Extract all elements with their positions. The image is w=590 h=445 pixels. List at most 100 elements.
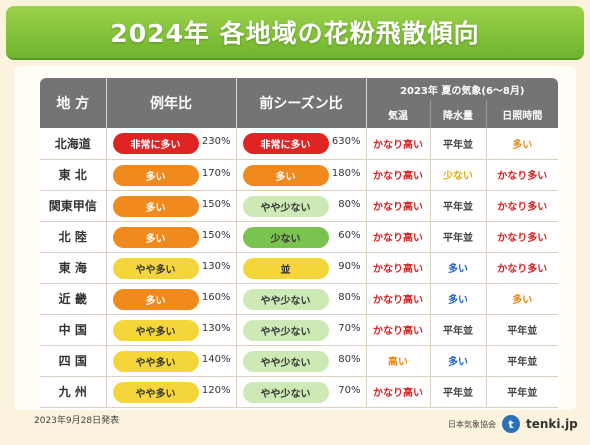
header-sun: 日照時間 (486, 100, 558, 128)
prev-level-badge: 多い (242, 164, 329, 186)
sun-value: 平年並 (486, 314, 558, 346)
table-row: 中 国やや多い 130% やや少ない 70% かなり高い 平年並 平年並 (40, 314, 558, 346)
temp-value: かなり高い (366, 314, 431, 346)
header-temp: 気温 (366, 100, 431, 128)
prev-level-badge: やや少ない (242, 350, 329, 372)
rain-value: 平年並 (430, 221, 487, 253)
sun-value: 多い (486, 128, 558, 160)
prev-ratio-cell: 多い 180% (236, 159, 367, 191)
sun-value: かなり多い (486, 252, 558, 284)
region-name: 四 国 (40, 345, 107, 377)
table-row: 九 州やや多い 120% やや少ない 70% かなり高い 平年並 平年並 (40, 376, 558, 408)
header-region: 地 方 (40, 78, 107, 128)
rain-value: 平年並 (430, 190, 487, 222)
temp-value: かなり高い (366, 252, 431, 284)
region-name: 東 北 (40, 159, 107, 191)
avg-level-badge: やや多い (112, 350, 199, 372)
avg-level-badge: 多い (112, 195, 199, 217)
prev-ratio-cell: やや少ない 70% (236, 314, 367, 346)
table-row: 北 陸多い 150% 少ない 60% かなり高い 平年並 かなり多い (40, 221, 558, 253)
region-name: 北 陸 (40, 221, 107, 253)
avg-level-badge: 多い (112, 226, 199, 248)
avg-ratio-cell: 非常に多い 230% (106, 128, 237, 160)
prev-percent: 70% (338, 322, 361, 334)
prev-percent: 60% (338, 229, 361, 241)
temp-value: かなり高い (366, 128, 431, 160)
table-row: 東 海やや多い 130% 並 90% かなり高い 多い かなり多い (40, 252, 558, 284)
prev-percent: 70% (338, 384, 361, 396)
prev-level-badge: 非常に多い (242, 133, 329, 154)
region-name: 東 海 (40, 252, 107, 284)
prev-ratio-cell: やや少ない 80% (236, 345, 367, 377)
avg-ratio-cell: やや多い 140% (106, 345, 237, 377)
prev-percent: 90% (338, 260, 361, 272)
rain-value: 平年並 (430, 128, 487, 160)
region-name: 北海道 (40, 128, 107, 160)
prev-ratio-cell: 少ない 60% (236, 221, 367, 253)
region-name: 九 州 (40, 376, 107, 408)
avg-level-badge: やや多い (112, 319, 199, 341)
avg-percent: 130% (201, 260, 231, 272)
prev-ratio-cell: やや少ない 80% (236, 190, 367, 222)
avg-percent: 120% (201, 384, 231, 396)
avg-ratio-cell: 多い 150% (106, 190, 237, 222)
prev-ratio-cell: 非常に多い 630% (236, 128, 367, 160)
sun-value: 平年並 (486, 376, 558, 408)
avg-level-badge: やや多い (112, 381, 199, 403)
temp-value: かなり高い (366, 159, 431, 191)
avg-ratio-cell: やや多い 130% (106, 314, 237, 346)
avg-level-badge: やや多い (112, 257, 199, 279)
rain-value: 少ない (430, 159, 487, 191)
prev-percent: 180% (331, 167, 361, 179)
rain-value: 多い (430, 252, 487, 284)
tenki-logo-icon: t (502, 415, 520, 433)
avg-level-badge: 多い (112, 164, 199, 186)
pollen-table: 地 方 例年比 前シーズン比 2023年 夏の気象(6〜8月) 気温 降水量 日… (40, 78, 558, 408)
rain-value: 多い (430, 345, 487, 377)
sun-value: かなり多い (486, 190, 558, 222)
avg-percent: 150% (201, 229, 231, 241)
avg-ratio-cell: やや多い 120% (106, 376, 237, 408)
header-prev-ratio: 前シーズン比 (236, 78, 367, 128)
avg-level-badge: 多い (112, 288, 199, 310)
rain-value: 多い (430, 283, 487, 315)
table-row: 北海道 非常に多い 230% 非常に多い 630% かなり高い 平年並 多い (40, 128, 558, 160)
table-row: 東 北多い 170% 多い 180% かなり高い 少ない かなり多い (40, 159, 558, 191)
avg-ratio-cell: 多い 160% (106, 283, 237, 315)
prev-level-badge: やや少ない (242, 319, 329, 341)
header-summer-weather: 2023年 夏の気象(6〜8月) (366, 78, 558, 100)
region-name: 関東甲信 (40, 190, 107, 222)
avg-ratio-cell: 多い 170% (106, 159, 237, 191)
temp-value: かなり高い (366, 283, 431, 315)
temp-value: 高い (366, 345, 431, 377)
prev-level-badge: 並 (242, 257, 329, 279)
avg-percent: 150% (201, 198, 231, 210)
rain-value: 平年並 (430, 314, 487, 346)
footer-credits: 日本気象協会 t tenki.jp (448, 413, 578, 435)
prev-ratio-cell: やや少ない 80% (236, 283, 367, 315)
prev-percent: 80% (338, 353, 361, 365)
title-banner: 2024年 各地域の花粉飛散傾向 (6, 6, 584, 58)
avg-level-badge: 非常に多い (112, 133, 199, 154)
region-name: 近 畿 (40, 283, 107, 315)
page-title: 2024年 各地域の花粉飛散傾向 (110, 19, 480, 48)
avg-percent: 160% (201, 291, 231, 303)
temp-value: かなり高い (366, 376, 431, 408)
table-row: 関東甲信 多い 150% やや少ない 80% かなり高い 平年並 かなり多い (40, 190, 558, 222)
sun-value: かなり多い (486, 221, 558, 253)
rain-value: 平年並 (430, 376, 487, 408)
prev-level-badge: 少ない (242, 226, 329, 248)
release-date: 2023年9月28日発表 (34, 416, 120, 426)
table-row: 近 畿多い 160% やや少ない 80% かなり高い 多い 多い (40, 283, 558, 315)
temp-value: かなり高い (366, 221, 431, 253)
header-avg-ratio: 例年比 (106, 78, 237, 128)
org-name: 日本気象協会 (448, 419, 496, 429)
header-rain: 降水量 (430, 100, 487, 128)
sun-value: かなり多い (486, 159, 558, 191)
prev-ratio-cell: やや少ない 70% (236, 376, 367, 408)
prev-percent: 630% (331, 136, 361, 147)
prev-level-badge: やや少ない (242, 288, 329, 310)
table-row: 四 国やや多い 140% やや少ない 80% 高い 多い 平年並 (40, 345, 558, 377)
avg-percent: 170% (201, 167, 231, 179)
prev-ratio-cell: 並 90% (236, 252, 367, 284)
